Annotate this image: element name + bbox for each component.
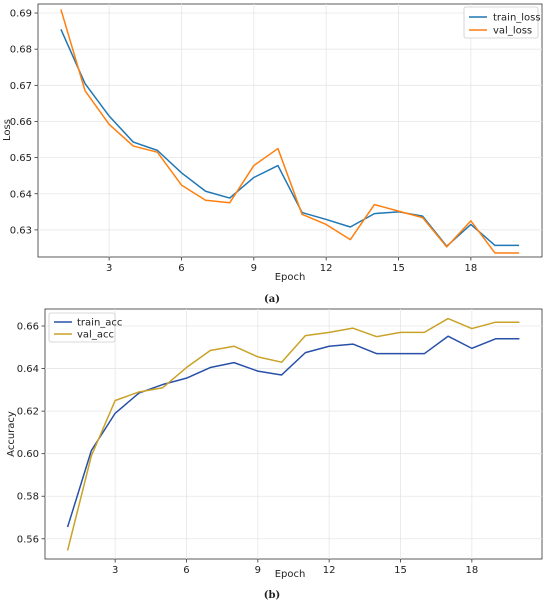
- x-axis-label: Epoch: [275, 272, 306, 283]
- legend-label-train-loss: train_loss: [493, 13, 541, 24]
- y-tick-label: 0.68: [10, 45, 32, 56]
- y-tick-label: 0.65: [10, 153, 32, 164]
- gridlines: [45, 309, 542, 559]
- series-line-train-acc: [66, 335, 520, 528]
- series-line-val-loss: [60, 9, 520, 254]
- x-tick-label: 9: [255, 565, 261, 576]
- legend-label-val-loss: val_loss: [493, 26, 532, 37]
- x-tick-label: 3: [106, 263, 112, 274]
- series-lines: [60, 9, 520, 254]
- x-tick-label: 12: [320, 263, 333, 274]
- legend: train_loss val_loss: [463, 6, 541, 39]
- x-tick-label: 15: [394, 565, 407, 576]
- y-tick-label: 0.64: [10, 189, 32, 200]
- panel-caption-a: (a): [264, 294, 280, 305]
- y-axis-label: Accuracy: [6, 411, 17, 457]
- x-tick-label: 9: [251, 263, 257, 274]
- y-tick-label: 0.67: [10, 81, 32, 92]
- x-tick-label: 18: [465, 565, 478, 576]
- series-line-val-acc: [66, 317, 520, 551]
- x-axis-label: Epoch: [275, 569, 306, 580]
- y-axis-ticks: 0.56 0.58 0.60 0.62 0.64 0.66: [17, 322, 45, 545]
- y-tick-label: 0.69: [10, 9, 32, 20]
- x-tick-label: 6: [183, 565, 189, 576]
- loss-chart: 3 6 9 12 15 18 0.63 0.64 0.65 0.66 0.67 0.68 0.69 E…: [2, 3, 543, 305]
- x-axis-ticks: 3 6 9 12 15 18: [106, 257, 477, 274]
- x-tick-label: 3: [112, 565, 118, 576]
- x-tick-label: 18: [464, 263, 477, 274]
- x-tick-label: 12: [323, 565, 336, 576]
- y-tick-label: 0.56: [17, 534, 39, 545]
- y-tick-label: 0.58: [17, 492, 39, 503]
- plot-area-frame: [37, 3, 543, 258]
- y-axis-label: Loss: [2, 119, 13, 141]
- x-tick-label: 6: [178, 263, 184, 274]
- y-tick-label: 0.62: [17, 407, 39, 418]
- plot-area-frame: [44, 308, 543, 560]
- series-line-train-loss: [60, 28, 520, 247]
- panel-caption-b: (b): [264, 590, 280, 601]
- y-axis-ticks: 0.63 0.64 0.65 0.66 0.67 0.68 0.69: [10, 9, 38, 236]
- y-tick-label: 0.60: [17, 449, 39, 460]
- gridlines: [38, 4, 542, 257]
- y-tick-label: 0.64: [17, 364, 39, 375]
- y-tick-label: 0.66: [10, 117, 32, 128]
- y-tick-label: 0.63: [10, 225, 32, 236]
- legend-label-train-acc: train_acc: [77, 318, 122, 329]
- legend-label-val-acc: val_acc: [77, 330, 114, 341]
- y-tick-label: 0.66: [17, 322, 39, 333]
- x-tick-label: 15: [392, 263, 405, 274]
- accuracy-chart: 3 6 9 12 15 18 0.56 0.58 0.60 0.62 0.64 0.66 Epoch…: [6, 308, 543, 601]
- series-lines: [66, 317, 520, 551]
- x-axis-ticks: 3 6 9 12 15 18: [112, 559, 478, 576]
- legend: train_acc val_acc: [48, 312, 122, 343]
